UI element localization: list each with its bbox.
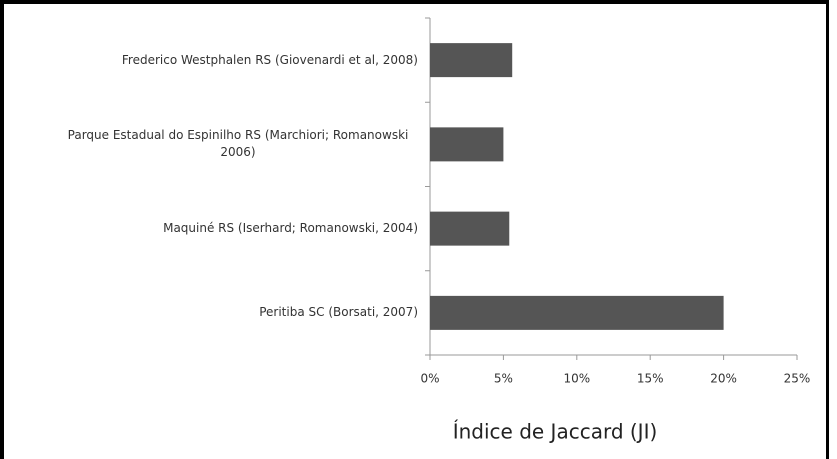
bar: [430, 211, 510, 246]
y-tick-label: Maquiné RS (Iserhard; Romanowski, 2004): [163, 221, 418, 236]
bar: [430, 295, 724, 330]
x-tick-label: 5%: [494, 372, 513, 386]
y-tick-label: Peritiba SC (Borsati, 2007): [259, 305, 418, 320]
x-tick-label: 20%: [710, 372, 737, 386]
x-tick-label: 0%: [420, 372, 439, 386]
bar: [430, 127, 504, 162]
y-tick-label: Frederico Westphalen RS (Giovenardi et a…: [121, 52, 418, 67]
x-tick-label: 10%: [563, 372, 590, 386]
x-tick-label: 15%: [637, 372, 664, 386]
x-tick-label: 25%: [784, 372, 811, 386]
bar: [430, 43, 513, 78]
y-tick-label: Parque Estadual do Espinilho RS (Marchio…: [67, 128, 409, 160]
x-axis-title: Índice de Jaccard (JI): [453, 420, 658, 444]
